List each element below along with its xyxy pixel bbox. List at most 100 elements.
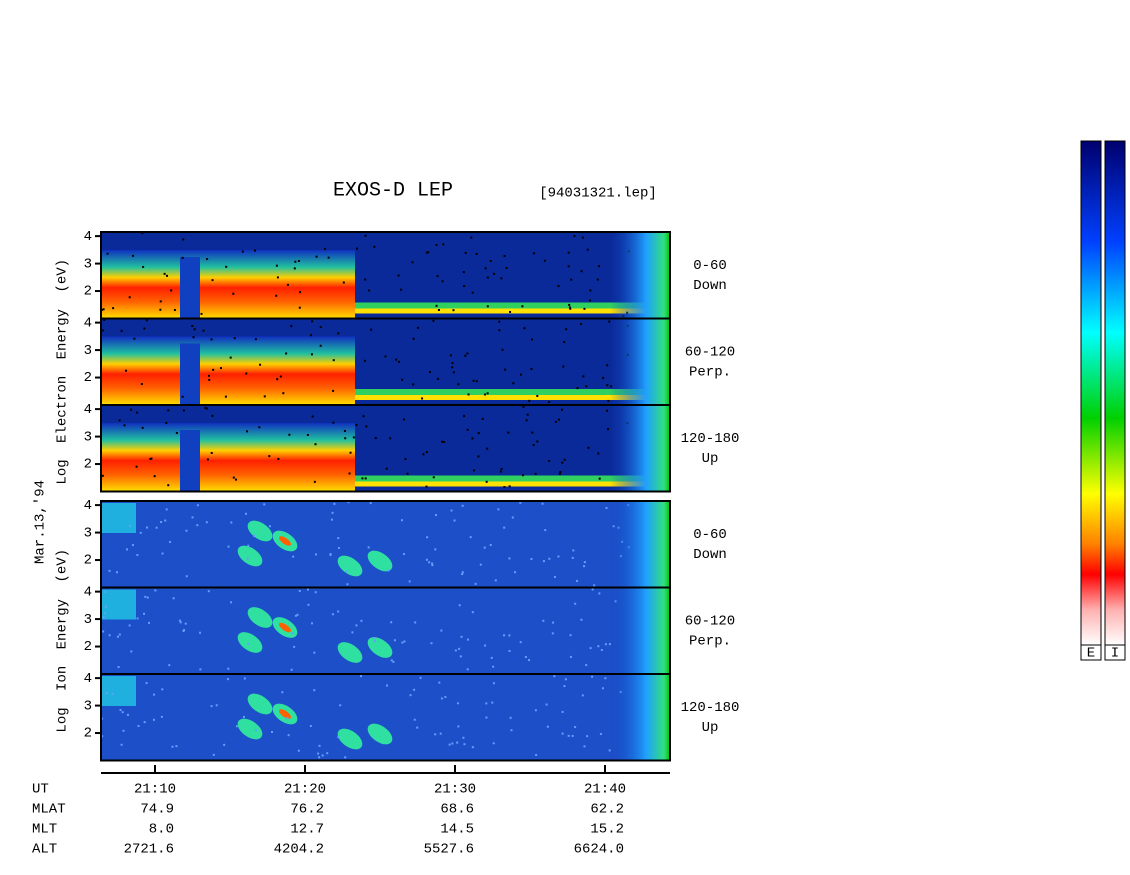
noise	[600, 649, 603, 652]
noise	[253, 534, 256, 537]
noise	[275, 294, 278, 297]
noise	[318, 744, 321, 747]
noise	[462, 271, 465, 274]
noise	[457, 383, 460, 386]
noise	[311, 622, 314, 625]
noise	[128, 296, 131, 299]
noise	[282, 392, 285, 395]
noise	[367, 546, 370, 549]
noise	[165, 274, 168, 277]
noise	[119, 709, 122, 712]
noise	[171, 745, 174, 748]
noise	[453, 519, 456, 522]
noise	[563, 341, 566, 344]
noise	[362, 415, 365, 418]
noise	[427, 251, 430, 254]
noise	[184, 622, 187, 625]
noise	[444, 696, 447, 699]
noise	[526, 413, 529, 416]
noise	[602, 376, 605, 379]
y-axis-label: Log Ion Energy (eV)	[55, 549, 71, 733]
noise	[212, 368, 215, 371]
noise	[471, 746, 474, 749]
noise	[489, 543, 492, 546]
y-tick-label: 4	[84, 498, 92, 514]
noise	[136, 617, 139, 620]
noise	[130, 650, 133, 653]
panel-label: 120-180	[681, 431, 740, 447]
noise	[191, 516, 194, 519]
noise	[125, 369, 128, 372]
noise	[530, 558, 533, 561]
noise	[224, 395, 227, 398]
noise	[385, 467, 388, 470]
spectrogram-edge	[610, 587, 670, 674]
noise	[408, 580, 411, 583]
noise	[406, 472, 409, 475]
noise	[101, 308, 104, 311]
noise	[160, 521, 163, 524]
noise	[568, 303, 571, 306]
noise	[583, 307, 586, 310]
noise	[128, 524, 131, 527]
noise	[491, 701, 494, 704]
noise	[563, 458, 566, 461]
noise	[597, 645, 600, 648]
noise	[227, 667, 230, 670]
ephemeris-value: 14.5	[440, 822, 474, 838]
spectrogram-blob	[101, 589, 136, 620]
noise	[311, 320, 314, 323]
spectrogram-blob	[247, 693, 273, 715]
noise	[337, 610, 340, 613]
noise	[168, 664, 171, 667]
spectrogram-core	[279, 709, 291, 719]
noise	[210, 451, 213, 454]
noise	[390, 659, 393, 662]
file-label: [94031321.lep]	[539, 186, 657, 202]
noise	[434, 548, 437, 551]
noise	[608, 749, 611, 752]
spectrogram-blob	[367, 723, 393, 745]
noise	[292, 555, 295, 558]
noise	[492, 665, 495, 668]
noise	[494, 579, 497, 582]
noise	[484, 267, 487, 270]
noise	[412, 383, 415, 386]
noise	[546, 725, 549, 728]
noise	[441, 280, 444, 283]
noise	[208, 378, 211, 381]
noise	[598, 477, 601, 480]
noise	[569, 307, 572, 310]
spectrogram-blob	[237, 632, 263, 653]
noise	[105, 692, 108, 695]
noise	[276, 378, 279, 381]
noise	[226, 678, 229, 681]
noise	[160, 715, 163, 718]
noise	[460, 635, 463, 638]
noise	[434, 733, 437, 736]
spectrogram-blob	[337, 642, 363, 663]
noise	[449, 354, 452, 357]
noise	[493, 272, 496, 275]
noise	[581, 694, 584, 697]
spectrogram-edge	[610, 501, 670, 588]
x-axis-label: UT	[32, 782, 49, 798]
noise	[202, 329, 205, 332]
noise	[386, 684, 389, 687]
spectrogram-blob	[367, 637, 393, 658]
noise	[588, 299, 591, 302]
panel-frame	[100, 673, 671, 762]
noise	[441, 440, 444, 443]
noise	[510, 729, 513, 732]
noise	[286, 717, 289, 720]
noise	[193, 328, 196, 331]
noise	[557, 285, 560, 288]
noise	[508, 649, 511, 652]
noise	[290, 668, 293, 671]
noise	[561, 710, 564, 713]
noise	[185, 529, 188, 532]
noise	[164, 519, 167, 522]
noise	[608, 320, 611, 323]
spectrogram-edge	[610, 674, 670, 761]
noise	[288, 433, 291, 436]
